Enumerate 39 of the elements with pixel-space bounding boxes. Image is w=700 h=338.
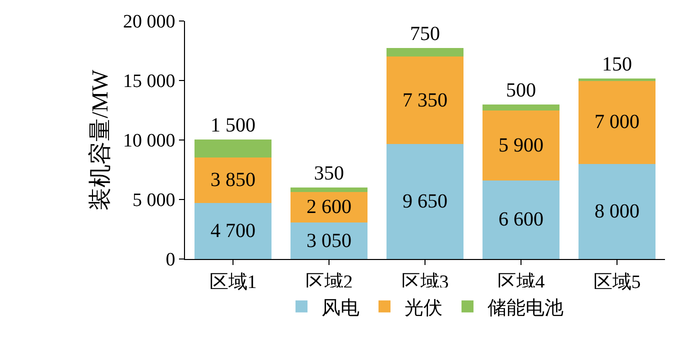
data-label: 350 [314, 162, 344, 185]
data-label: 500 [506, 79, 536, 102]
bar [578, 164, 656, 259]
data-label: 4 700 [210, 220, 256, 242]
data-label: 2 600 [306, 196, 352, 218]
legend-label: 光伏 [404, 298, 442, 319]
bar [482, 110, 560, 180]
data-label: 8 000 [594, 200, 640, 222]
data-label: 3 050 [306, 230, 352, 252]
bar [482, 104, 560, 110]
bar [290, 188, 368, 192]
bar [578, 80, 656, 164]
y-tick-label: 10 000 [122, 130, 176, 152]
bar [482, 180, 560, 259]
y-tick-label: 5 000 [132, 190, 176, 212]
y-axis-title: 装机容量/MW [87, 69, 112, 210]
x-tick-label: 区域1 [209, 272, 257, 293]
data-label: 5 900 [498, 134, 544, 156]
legend-label: 风电 [322, 298, 360, 319]
data-label: 3 850 [210, 169, 256, 192]
bar [386, 144, 464, 259]
y-tick-label: 15 000 [122, 71, 176, 92]
data-label: 1 500 [210, 114, 256, 136]
data-label: 6 600 [498, 208, 544, 231]
data-label: 7 000 [594, 111, 640, 134]
data-label: 150 [602, 54, 632, 76]
data-label: 7 350 [402, 89, 448, 112]
data-label: 9 650 [402, 190, 448, 213]
bar [194, 203, 272, 259]
bar [386, 48, 464, 57]
y-tick-label: 0 [166, 250, 176, 271]
data-label: 750 [410, 22, 440, 45]
bar [386, 56, 464, 144]
x-tick-label: 区域5 [593, 272, 641, 293]
y-tick-label: 20 000 [122, 12, 176, 33]
bar [194, 157, 272, 204]
bar [290, 222, 368, 259]
legend-label: 储能电池 [488, 298, 564, 319]
bar [194, 139, 272, 158]
